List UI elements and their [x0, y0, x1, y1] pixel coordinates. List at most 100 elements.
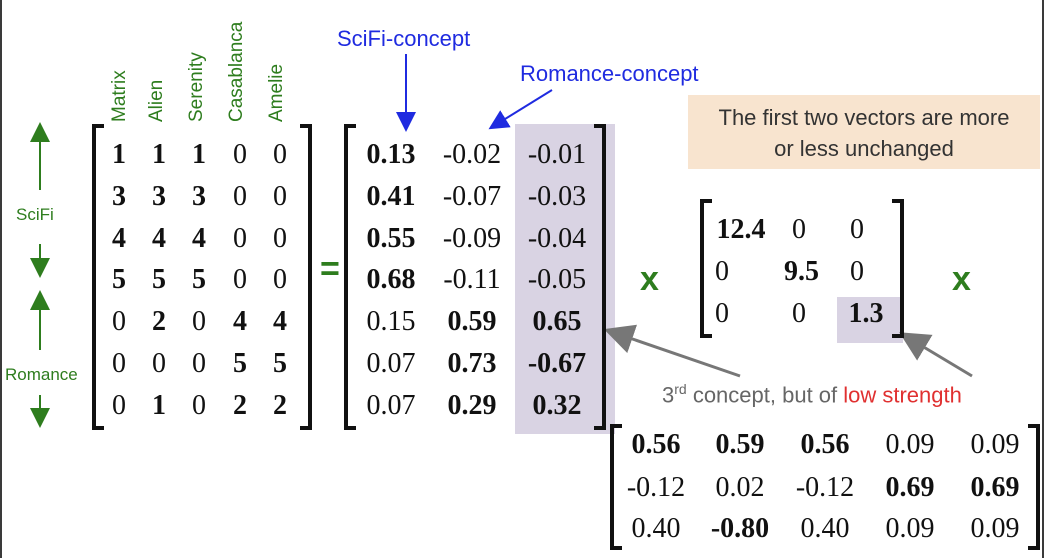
matrix-v-cell: 0.59	[715, 429, 765, 460]
multiply-sign-1: x	[640, 260, 659, 298]
matrix-u-cell: 0.13	[366, 139, 416, 170]
matrix-u-cell: 0.07	[366, 348, 416, 379]
third-concept-annotation: 3rd concept, but of low strength	[662, 381, 962, 408]
matrix-s-cell: 0	[850, 256, 864, 287]
annotation-arrow-to-s	[899, 332, 973, 378]
romance-concept-arrow	[488, 89, 553, 130]
matrix-a-cell: 0	[192, 306, 206, 337]
matrix-s-cell: 1.3	[848, 298, 884, 329]
matrix-a-cell: 2	[273, 390, 287, 421]
matrix-a-cell: 2	[152, 306, 166, 337]
matrix-a-cell: 1	[152, 139, 166, 170]
matrix-a-cell: 0	[233, 139, 247, 170]
matrix-a-cell: 4	[112, 223, 126, 254]
matrix-v-cell: 0.40	[800, 513, 850, 544]
matrix-a-cell: 3	[112, 181, 126, 212]
matrix-a-right-bracket	[300, 124, 312, 430]
matrix-a-cell: 3	[192, 181, 206, 212]
matrix-a-cell: 4	[192, 223, 206, 254]
matrix-a-cell: 0	[112, 390, 126, 421]
matrix-u-cell: -0.03	[527, 181, 587, 212]
matrix-a-cell: 5	[192, 264, 206, 295]
matrix-a-cell: 4	[273, 306, 287, 337]
romance-row-label: Romance	[5, 365, 78, 384]
matrix-u-left-bracket	[344, 124, 356, 430]
matrix-s-cell: 0	[792, 214, 806, 245]
note-line-1: The first two vectors are more	[718, 105, 1010, 130]
matrix-u-cell: -0.67	[527, 348, 587, 379]
matrix-a-cell: 0	[192, 390, 206, 421]
matrix-a-cell: 4	[233, 306, 247, 337]
matrix-a-cell: 0	[273, 139, 287, 170]
matrix-a-cell: 0	[273, 264, 287, 295]
matrix-u-cell: -0.11	[443, 264, 501, 295]
matrix-a-cell: 1	[152, 390, 166, 421]
matrix-a-left-bracket	[92, 124, 104, 430]
matrix-a-cell: 0	[152, 348, 166, 379]
matrix-a-cell: 0	[112, 348, 126, 379]
matrix-v-cell: 0.56	[800, 429, 850, 460]
matrix-v-cell: -0.12	[795, 472, 855, 503]
matrix-s-cell: 9.5	[784, 256, 819, 287]
matrix-a-cell: 0	[112, 306, 126, 337]
matrix-v-cell: -0.80	[710, 513, 770, 544]
matrix-a-cell: 5	[233, 348, 247, 379]
matrix-u-cell: -0.01	[527, 139, 587, 170]
matrix-u-cell: 0.15	[366, 306, 416, 337]
matrix-v-cell: 0.02	[715, 472, 765, 503]
equals-sign: =	[320, 250, 340, 288]
matrix-s-cell: 0	[792, 298, 806, 329]
matrix-v-cell: 0.40	[631, 513, 681, 544]
matrix-v-cell: 0.69	[885, 472, 935, 503]
matrix-v-cell: 0.09	[885, 429, 935, 460]
matrix-a-cell: 0	[233, 223, 247, 254]
matrix-s-right-bracket	[892, 199, 904, 338]
matrix-a-cell: 0	[233, 181, 247, 212]
matrix-a-cell: 2	[233, 390, 247, 421]
annotation-arrow-to-u	[603, 324, 741, 378]
matrix-u-cell: 0.07	[366, 390, 416, 421]
note-box: The first two vectors are more or less u…	[688, 95, 1040, 169]
matrix-v-cell: 0.69	[970, 472, 1020, 503]
matrix-v-cell: 0.09	[885, 513, 935, 544]
matrix-s-cell: 12.4	[716, 214, 766, 245]
matrix-u-cell: 0.68	[366, 264, 416, 295]
matrix-u-cell: 0.73	[447, 348, 497, 379]
matrix-u-cell: 0.32	[532, 390, 582, 421]
multiply-sign-2: x	[952, 260, 971, 298]
matrix-a-cell: 1	[192, 139, 206, 170]
matrix-u-cell: -0.02	[442, 139, 502, 170]
matrix-u-cell: -0.09	[442, 223, 502, 254]
matrix-u-cell: -0.05	[527, 264, 587, 295]
matrix-v-cell: 0.09	[970, 513, 1020, 544]
matrix-v-left-bracket	[610, 424, 622, 550]
matrix-s-cell: 0	[715, 256, 729, 287]
annotation-superscript: rd	[674, 381, 687, 397]
matrix-a-cell: 4	[152, 223, 166, 254]
right-edge	[1042, 0, 1044, 558]
matrix-u-cell: -0.04	[527, 223, 587, 254]
annotation-mid: concept, but of	[686, 382, 844, 408]
matrix-a-cell: 0	[192, 348, 206, 379]
matrix-a-cell: 5	[152, 264, 166, 295]
matrix-s-left-bracket	[700, 199, 712, 338]
matrix-u-cell: 0.65	[532, 306, 582, 337]
matrix-s-cell: 0	[715, 298, 729, 329]
scifi-concept-label: SciFi-concept	[337, 26, 471, 51]
matrix-u-cell: 0.55	[366, 223, 416, 254]
left-edge	[0, 0, 2, 558]
matrix-v-cell: 0.09	[970, 429, 1020, 460]
note-line-2: or less unchanged	[774, 136, 954, 161]
matrix-u-cell: -0.07	[442, 181, 502, 212]
matrix-a-cell: 0	[233, 264, 247, 295]
matrix-a-cell: 3	[152, 181, 166, 212]
matrix-a-cell: 0	[273, 223, 287, 254]
matrix-u-cell: 0.29	[447, 390, 497, 421]
annotation-prefix: 3	[662, 382, 675, 408]
romance-concept-label: Romance-concept	[520, 61, 699, 86]
matrix-v-cell: 0.56	[631, 429, 681, 460]
matrix-v-right-bracket	[1028, 424, 1040, 550]
matrix-a-cell: 1	[112, 139, 126, 170]
scifi-row-label: SciFi	[16, 205, 54, 224]
annotation-highlight: low strength	[843, 382, 962, 408]
